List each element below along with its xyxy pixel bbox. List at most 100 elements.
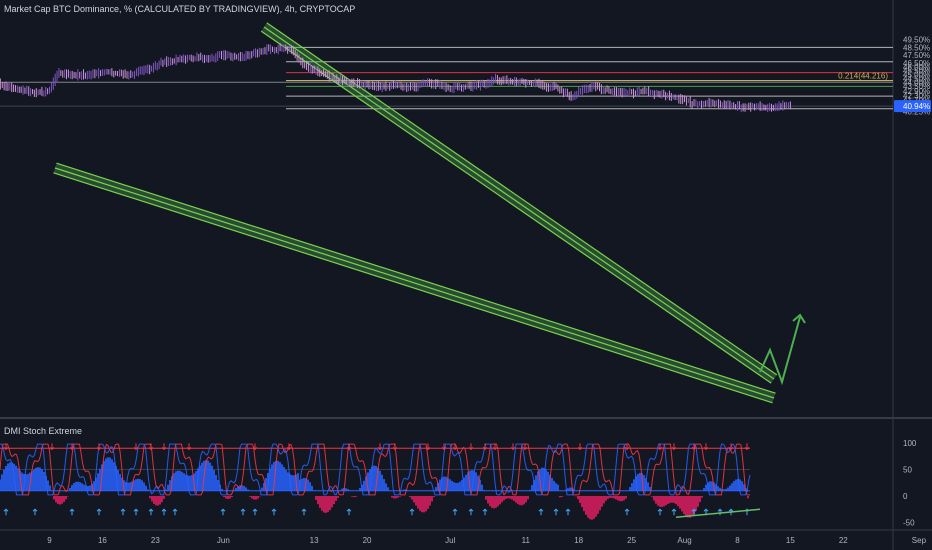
time-tick-label: 11 [522,536,531,545]
time-tick-label: 20 [363,536,372,545]
down-arrow [492,443,498,451]
down-arrow [69,443,75,451]
time-tick-label: 16 [98,536,107,545]
up-arrow [3,508,9,516]
up-arrow [565,508,571,516]
down-arrow [691,443,697,451]
down-arrow [452,443,458,451]
up-arrow [252,508,258,516]
indicator-histogram [0,457,749,520]
down-arrow [186,443,192,451]
projection-arrow-head [792,313,806,324]
chart-title: Market Cap BTC Dominance, % (CALCULATED … [4,4,356,14]
indicator-tick-label: 100 [903,439,917,448]
time-tick-label: 8 [735,536,740,545]
indicator-tick-label: -50 [903,519,915,528]
up-arrow [120,508,126,516]
up-arrow [96,508,102,516]
price-tick-label: 42.90% [903,87,930,96]
down-arrow [346,443,352,451]
down-arrow [744,443,750,451]
up-arrow [553,508,559,516]
time-tick-label: 9 [47,536,52,545]
projection-arrow [759,316,801,386]
price-tick-label: 45.00% [903,71,930,80]
down-arrow [624,443,630,451]
down-arrow [377,443,383,451]
up-arrow [220,508,226,516]
up-arrow [161,508,167,516]
channel-line [54,167,775,399]
down-arrow [577,443,583,451]
channel-line [53,172,773,404]
price-tick-label: 46.00% [903,63,930,72]
down-arrow [148,443,154,451]
up-arrow [624,508,630,516]
time-tick-label: Jun [217,536,230,545]
price-tick-label: 45.50% [903,67,930,76]
price-tick-label: 44.00% [903,78,930,87]
down-arrow [252,443,258,451]
down-arrow [522,443,528,451]
up-arrow [482,508,488,516]
down-arrow [671,443,677,451]
last-price-label: 40.94% [903,102,930,111]
down-arrow [96,443,102,451]
down-arrow [441,443,447,451]
down-arrow [728,443,734,451]
indicator-tick-label: 0 [903,492,908,501]
up-arrow [148,508,154,516]
down-arrow [49,443,55,451]
fib-label: 0.214(44.216) [838,72,888,81]
indicator-title: DMI Stoch Extreme [4,426,83,436]
time-tick-label: 15 [786,536,795,545]
time-tick-label: 13 [310,536,319,545]
channel-line [263,26,775,380]
last-price-badge [894,100,931,113]
down-arrow [468,443,474,451]
time-tick-label: Jul [445,536,455,545]
channel-line [260,30,772,384]
up-arrow [271,508,277,516]
price-tick-label: 48.50% [903,43,930,52]
up-arrow [452,508,458,516]
indicator-tick-label: 50 [903,466,912,475]
up-arrow [538,508,544,516]
up-arrow [657,508,663,516]
time-tick-label: 23 [151,536,160,545]
down-arrow [286,443,292,451]
up-arrow [133,508,139,516]
price-tick-label: 47.50% [903,51,930,60]
down-arrow [657,443,663,451]
up-arrow [32,508,38,516]
up-arrow [691,508,697,516]
up-arrow [468,508,474,516]
up-arrow [172,508,178,516]
time-tick-label: 22 [839,536,848,545]
price-tick-label: 46.50% [903,59,930,68]
stoch-line-blue [0,443,751,496]
up-arrow [717,508,723,516]
down-arrow [392,443,398,451]
up-arrow [240,508,246,516]
time-tick-label: Sep [912,536,927,545]
time-tick-label: 25 [627,536,636,545]
down-arrow [161,443,167,451]
time-tick-label: Aug [677,536,691,545]
signal-arrows [3,443,750,516]
price-tick-label: 43.50% [903,82,930,91]
divergence-line [675,508,761,518]
lower-channel [53,162,776,404]
up-arrow [671,508,677,516]
price-tick-label: 44.50% [903,74,930,83]
channel-line [56,162,776,394]
price-tick-label: 49.50% [903,36,930,45]
down-arrow [425,443,431,451]
down-arrow [133,443,139,451]
up-arrow [301,508,307,516]
upper-channel [260,22,778,384]
up-arrow [409,508,415,516]
down-arrow [3,443,9,451]
